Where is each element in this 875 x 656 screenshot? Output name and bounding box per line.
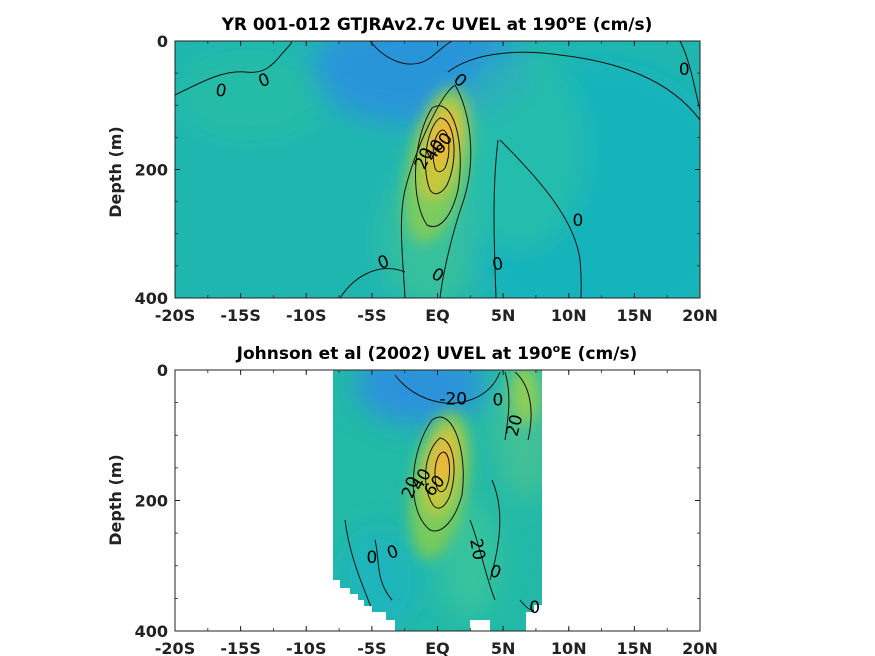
bottom-x-tick-label: -20S [155, 639, 195, 656]
top-x-axis: -20S -15S -10S -5S EQ 5N 10N 15N 20N [155, 41, 718, 325]
bottom-contour-label: 0 [366, 548, 377, 568]
bottom-heatmap-field [333, 370, 542, 631]
top-heatmap-field [175, 41, 700, 298]
top-y-tick-label: 400 [135, 289, 168, 308]
bottom-x-axis: -20S -15S -10S -5S EQ 5N 10N 15N 20N [155, 370, 718, 656]
top-x-tick-label: -20S [155, 306, 195, 325]
bottom-y-tick-label: 200 [135, 492, 168, 511]
top-x-tick-label: EQ [425, 306, 450, 325]
top-x-tick-label: -15S [220, 306, 260, 325]
top-x-tick-label: -5S [357, 306, 386, 325]
bottom-x-tick-label: EQ [425, 639, 450, 656]
top-x-tick-label: 10N [551, 306, 587, 325]
bottom-contour-label: -20 [439, 389, 467, 409]
top-x-tick-label: 5N [491, 306, 516, 325]
top-y-tick-label: 0 [157, 32, 168, 51]
bottom-x-tick-label: -5S [357, 639, 386, 656]
top-contour-label: 0 [214, 80, 228, 102]
bottom-x-tick-label: 5N [491, 639, 516, 656]
top-chart-title: YR 001-012 GTJRAv2.7c UVEL at 190oE (cm/… [221, 13, 653, 35]
bottom-contour-label: 20 [465, 537, 488, 562]
top-x-tick-label: 15N [617, 306, 653, 325]
bottom-x-tick-label: 20N [682, 639, 718, 656]
top-y-axis-label: Depth (m) [106, 126, 125, 218]
bottom-contour-label: 0 [529, 598, 540, 618]
top-contour-label: 0 [679, 60, 690, 80]
bottom-chart-title: Johnson et al (2002) UVEL at 190oE (cm/s… [236, 342, 638, 364]
top-x-tick-label: 20N [682, 306, 718, 325]
top-y-axis: 0 200 400 [135, 32, 700, 308]
bottom-x-tick-label: 10N [551, 639, 587, 656]
bottom-x-tick-label: 15N [617, 639, 653, 656]
top-contour-label: 0 [491, 254, 505, 276]
bottom-x-tick-label: -15S [220, 639, 260, 656]
bottom-x-tick-label: -10S [286, 639, 326, 656]
top-y-tick-label: 200 [135, 161, 168, 180]
top-x-tick-label: -10S [286, 306, 326, 325]
bottom-contour-label: 0 [492, 391, 503, 411]
bottom-panel: Johnson et al (2002) UVEL at 190oE (cm/s… [106, 342, 718, 656]
top-contour-label: 0 [573, 211, 584, 231]
bottom-y-tick-label: 400 [135, 622, 168, 641]
bottom-y-axis-label: Depth (m) [106, 454, 125, 546]
top-panel: YR 001-012 GTJRAv2.7c UVEL at 190oE (cm/… [106, 13, 718, 325]
bottom-y-tick-label: 0 [157, 361, 168, 380]
